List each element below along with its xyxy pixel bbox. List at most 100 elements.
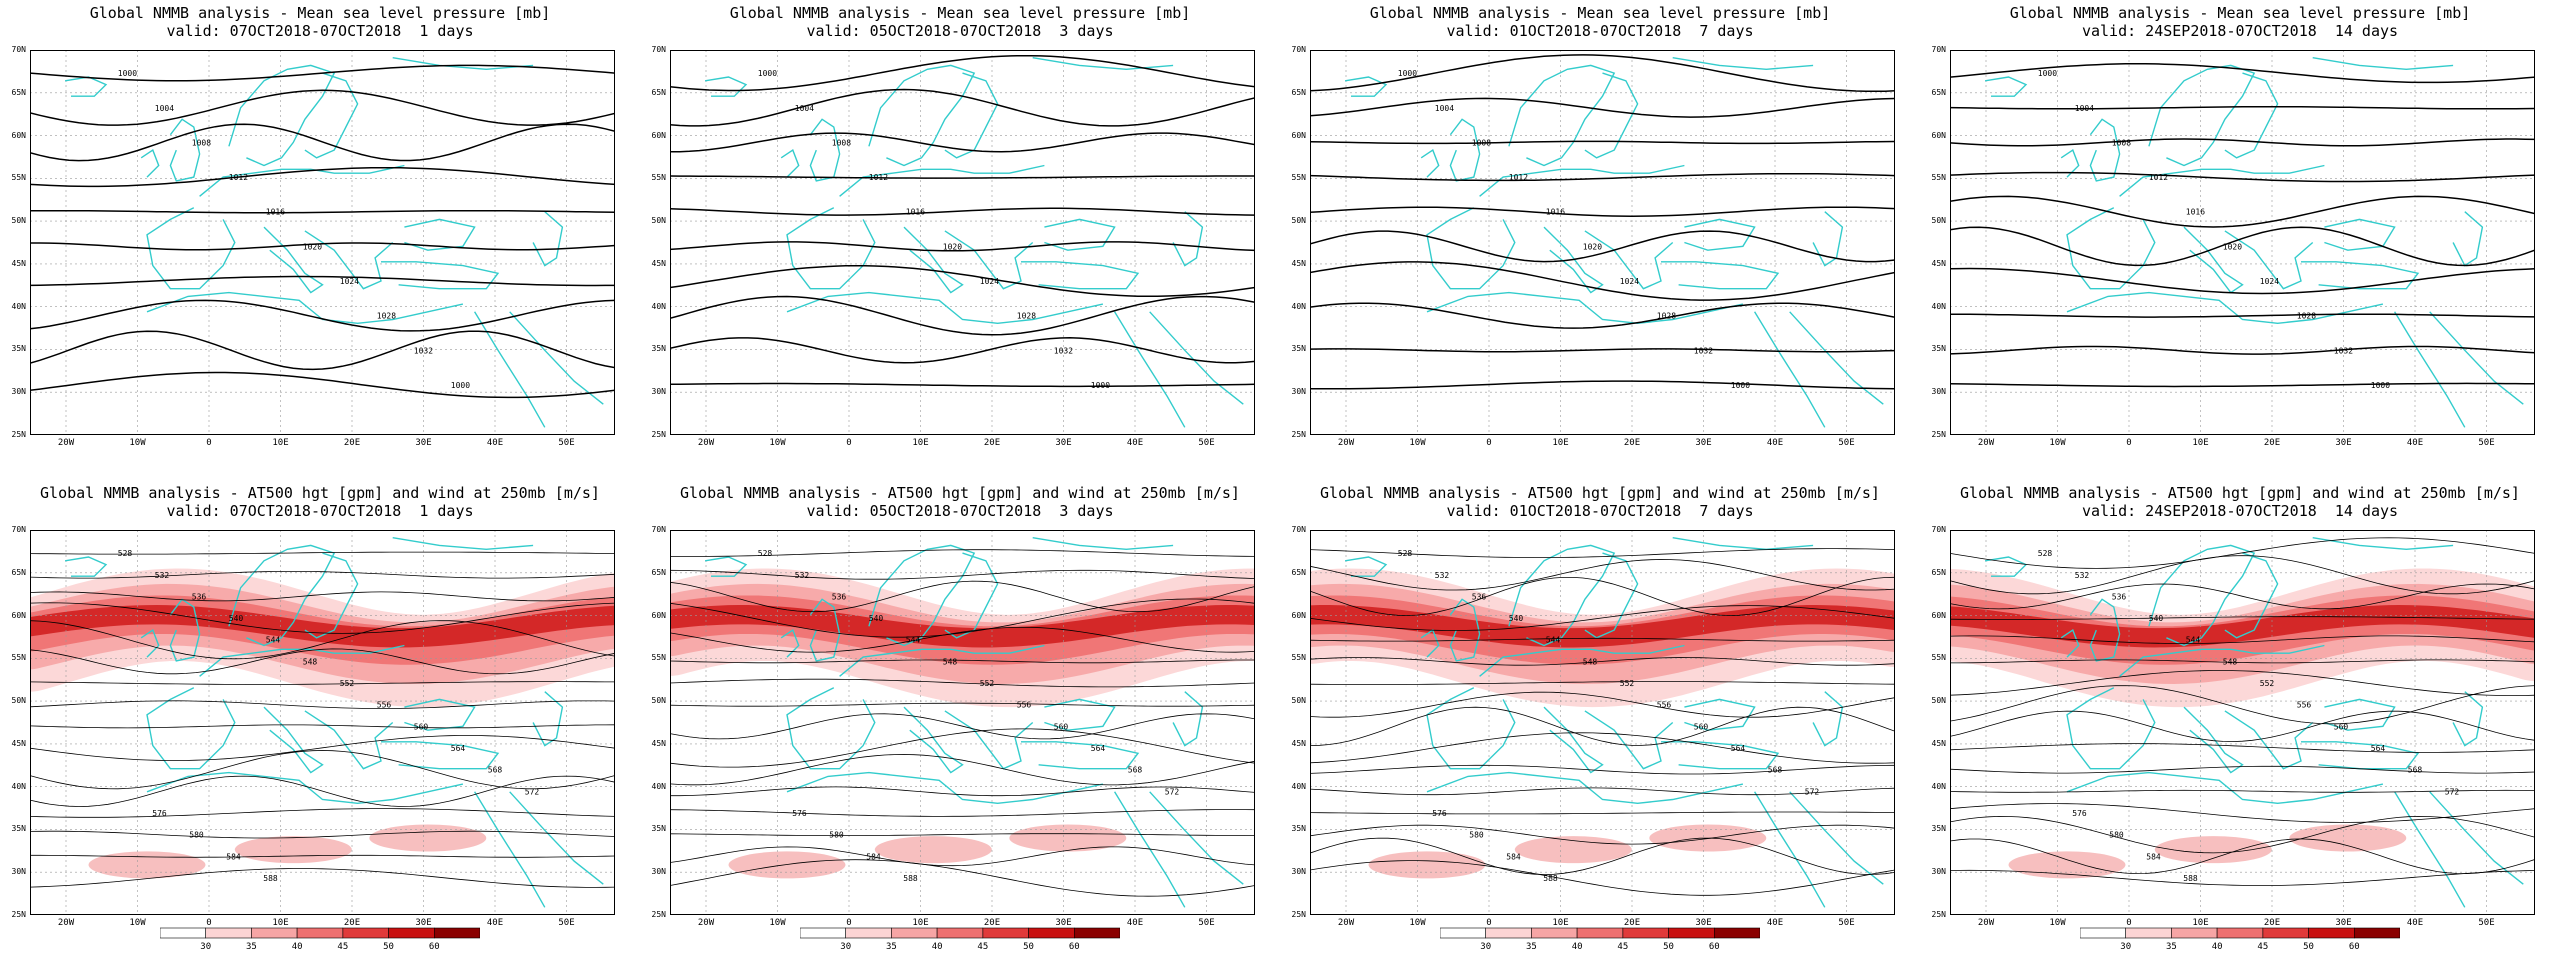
panel-validity: valid: 05OCT2018-07OCT2018 3 days [640, 22, 1280, 40]
lon-label: 10E [1552, 918, 1569, 928]
lat-label: 50N [1291, 216, 1306, 226]
contour-line [670, 728, 1255, 768]
contour-line [1950, 105, 2535, 110]
contour-label: 544 [906, 636, 921, 645]
lat-label: 40N [1291, 781, 1306, 791]
map-frame [670, 50, 1255, 435]
lat-label: 70N [11, 45, 26, 54]
lon-label: 40E [486, 438, 504, 448]
colorbar-tick: 60 [1068, 942, 1080, 952]
contour-line [30, 750, 615, 790]
colorbar-tick: 30 [200, 942, 212, 952]
lon-label: 0 [2126, 918, 2132, 928]
lon-label: 40E [1766, 438, 1784, 448]
lat-label: 40N [651, 301, 666, 311]
colorbar-tick: 40 [2211, 942, 2223, 952]
colorbar-swatch [2308, 927, 2355, 939]
contour-label: 528 [2038, 549, 2053, 558]
panel-title: Global NMMB analysis - Mean sea level pr… [1369, 4, 1831, 22]
contour-label: 1000 [1398, 69, 1417, 78]
contour-line [1950, 345, 2535, 355]
lon-label: 0 [1486, 438, 1492, 448]
map-panel-mslp: Global NMMB analysis - Mean sea level pr… [1280, 0, 1920, 480]
lon-label: 20E [1623, 918, 1641, 928]
contour-label: 584 [2146, 852, 2161, 861]
contour-label: 1024 [980, 277, 999, 286]
contour-label: 580 [189, 831, 204, 840]
contour-label: 548 [2223, 657, 2238, 666]
colorbar-swatch [1485, 927, 1532, 939]
contour-label: 1032 [414, 346, 433, 355]
lat-label: 60N [651, 130, 666, 140]
panel-validity: valid: 24SEP2018-07OCT2018 14 days [1920, 22, 2560, 40]
panel-title: Global NMMB analysis - Mean sea level pr… [2009, 4, 2471, 22]
contour-line [670, 833, 1255, 836]
valid-range: valid: 05OCT2018-07OCT2018 [806, 502, 1060, 520]
contour-label: 1028 [2297, 312, 2316, 321]
colorbar [800, 927, 1120, 939]
contour-label: 1000 [1091, 381, 1110, 390]
contour-label: 1028 [377, 312, 396, 321]
wind-blob [88, 851, 206, 879]
contour-line [30, 89, 615, 126]
lon-label: 10W [2049, 438, 2066, 448]
contour-label: 572 [525, 787, 540, 796]
lat-label: 65N [1931, 87, 1946, 97]
colorbar-tick: 35 [886, 942, 897, 952]
period-length: 3 days [1059, 22, 1114, 40]
contour-label: 1016 [906, 208, 925, 217]
lon-label: 50E [2478, 918, 2495, 928]
colorbar-tick: 60 [2348, 942, 2360, 952]
contour-label: 536 [1472, 592, 1487, 601]
map-panel-hgt: Global NMMB analysis - AT500 hgt [gpm] a… [0, 480, 640, 960]
contour-line [1950, 171, 2535, 183]
contour-label: 576 [152, 809, 167, 818]
contour-line [1950, 803, 2535, 823]
lat-label: 35N [651, 824, 666, 834]
contour-label: 1004 [155, 104, 174, 113]
contour-line [670, 702, 1255, 707]
contour-line [1950, 267, 2535, 295]
contour-line [1310, 764, 1895, 775]
contour-line [670, 207, 1255, 216]
contour-line [1310, 302, 1895, 329]
colorbar [160, 927, 480, 939]
contour-line [1950, 743, 2535, 753]
contours: 1000 1004 1008 1012 1016 1020 1024 1028 1032 1000 [30, 64, 615, 399]
contour-line [670, 598, 1255, 638]
lat-label: 60N [1931, 130, 1946, 140]
colorbar-swatch [2353, 927, 2400, 939]
contour-label: 568 [1128, 766, 1143, 775]
contour-line [30, 724, 615, 729]
contour-label: 1024 [2260, 277, 2279, 286]
graticule [670, 50, 1255, 435]
contour-label: 588 [903, 874, 918, 883]
colorbar-tick: 40 [1571, 942, 1583, 952]
contour-line [670, 626, 1255, 653]
lon-label: 50E [558, 918, 575, 928]
valid-range: valid: 07OCT2018-07OCT2018 [166, 22, 420, 40]
panel-title: Global NMMB analysis - Mean sea level pr… [729, 4, 1191, 22]
lat-label: 40N [11, 781, 26, 791]
panel-validity: valid: 07OCT2018-07OCT2018 1 days [0, 22, 640, 40]
contour-label: 1028 [1657, 312, 1676, 321]
contour-label: 552 [340, 679, 355, 688]
lon-label: 30E [2335, 918, 2352, 928]
contour-label: 1020 [2223, 242, 2242, 251]
contour-label: 584 [1506, 852, 1521, 861]
period-length: 1 days [419, 22, 474, 40]
colorbar-tick: 30 [2120, 942, 2132, 952]
contour-line [30, 830, 615, 839]
period-length: 14 days [2334, 22, 2399, 40]
colorbar-tick: 45 [2257, 942, 2269, 952]
colorbar-swatch [1622, 927, 1669, 939]
contour-line [30, 371, 615, 399]
colorbar-tick: 45 [977, 942, 989, 952]
lon-label: 10E [2192, 438, 2209, 448]
wind-shading [1950, 568, 2535, 879]
colorbar-swatch [1028, 927, 1075, 939]
contour-line [30, 854, 615, 858]
contour-label: 564 [451, 744, 466, 753]
lat-label: 50N [11, 696, 26, 706]
contour-line [1310, 140, 1895, 145]
